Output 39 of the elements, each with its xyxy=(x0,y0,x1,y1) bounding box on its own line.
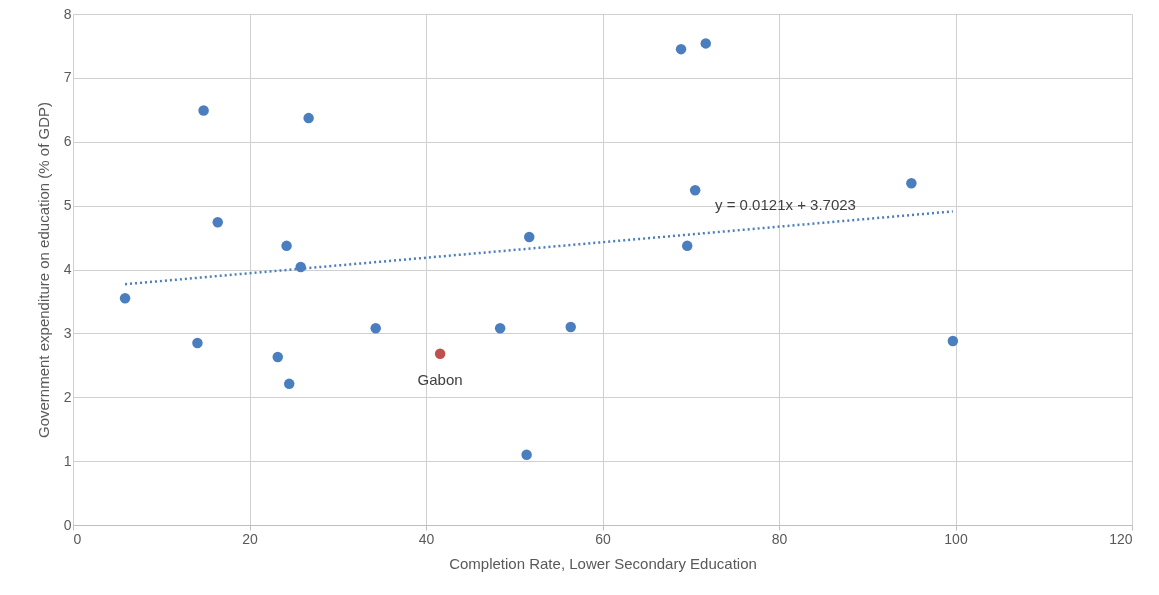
point xyxy=(675,43,687,55)
y-tick-label: 3 xyxy=(63,324,72,341)
point xyxy=(281,240,292,252)
point xyxy=(283,378,295,390)
series-label: Gabon xyxy=(417,370,463,388)
point xyxy=(524,231,535,243)
y-tick-label: 0 xyxy=(63,516,72,533)
x-tick-label: 60 xyxy=(595,530,611,547)
point xyxy=(494,323,506,334)
y-tick-label: 7 xyxy=(63,69,72,86)
point xyxy=(565,321,576,333)
x-tick-label: 80 xyxy=(771,530,788,547)
y-tick-label: 6 xyxy=(63,133,72,150)
point xyxy=(212,217,223,228)
point xyxy=(303,112,314,124)
x-tick-label: 100 xyxy=(944,530,968,547)
point xyxy=(119,293,131,304)
x-tick-label: 40 xyxy=(418,530,435,547)
point xyxy=(192,337,203,349)
y-tick-label: 2 xyxy=(63,388,72,405)
y-tick-label: 1 xyxy=(63,452,72,469)
y-axis-title: Government expenditure on education (% of GDP) xyxy=(34,101,52,439)
point xyxy=(370,323,381,334)
point xyxy=(689,185,701,196)
point xyxy=(198,105,209,116)
y-tick-label: 8 xyxy=(63,5,72,22)
point xyxy=(434,348,446,360)
x-tick-label: 20 xyxy=(242,530,258,547)
point xyxy=(700,38,711,49)
point xyxy=(947,335,959,347)
x-tick-label: 120 xyxy=(1109,530,1133,547)
point xyxy=(906,178,917,189)
point xyxy=(272,351,283,363)
x-axis-title: Completion Rate, Lower Secondary Education xyxy=(449,554,757,572)
point xyxy=(681,240,693,252)
y-tick-label: 4 xyxy=(63,261,72,277)
annotation: y = 0.0121x + 3.7023 xyxy=(715,196,856,213)
y-tick-label: 5 xyxy=(63,197,72,214)
point xyxy=(521,449,532,460)
